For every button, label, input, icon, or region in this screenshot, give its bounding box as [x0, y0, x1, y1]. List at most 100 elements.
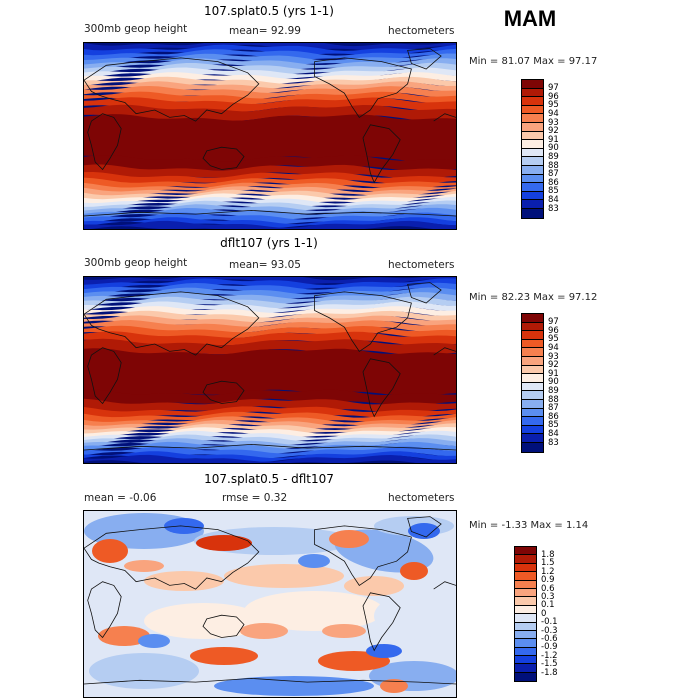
colorbar-swatch — [515, 572, 536, 581]
contour-band — [84, 411, 456, 424]
colorbar-swatch — [522, 348, 543, 357]
panel-2-variable: 300mb geop height — [84, 257, 188, 269]
colorbar-swatch — [515, 614, 536, 623]
contour-band — [84, 446, 456, 459]
colorbar-label: 86 — [548, 411, 559, 422]
colorbar-label: 83 — [548, 437, 559, 448]
colorbar-swatch — [522, 382, 543, 392]
colorbar-swatch — [522, 114, 543, 123]
colorbar-label: 84 — [548, 428, 559, 439]
colorbar-label: 92 — [548, 360, 559, 371]
colorbar-swatch — [522, 88, 543, 98]
contour-band — [84, 91, 456, 105]
contour-band — [84, 97, 456, 112]
coastline — [84, 443, 456, 451]
anomaly-blob — [322, 624, 366, 638]
panel-2-minmax: Min = 82.23 Max = 97.12 — [469, 292, 598, 303]
colorbar-swatch — [522, 442, 543, 452]
colorbar-label: 92 — [548, 126, 559, 137]
colorbar-swatch — [522, 425, 543, 435]
colorbar-swatch — [522, 140, 543, 149]
anomaly-blob — [366, 644, 402, 658]
anomaly-blob — [329, 530, 369, 548]
colorbar-label: 87 — [548, 169, 559, 180]
colorbar-label: -0.1 — [541, 617, 558, 628]
colorbar-label: 95 — [548, 100, 559, 111]
panel-1-map-plot — [84, 43, 456, 229]
colorbar-swatch — [522, 191, 543, 201]
colorbar-swatch — [522, 80, 543, 89]
contour-band — [84, 454, 456, 463]
coastline — [202, 614, 245, 638]
colorbar-label: 89 — [548, 385, 559, 396]
anomaly-blob — [138, 634, 170, 648]
colorbar-label: 94 — [548, 342, 559, 353]
colorbar-swatch — [522, 157, 543, 166]
colorbar-label: -1.5 — [541, 659, 558, 670]
anomaly-blob — [98, 626, 150, 646]
colorbar-swatch — [522, 399, 543, 409]
anomaly-blob — [196, 535, 252, 551]
colorbar-swatch — [515, 647, 536, 657]
colorbar-label: 87 — [548, 403, 559, 414]
colorbar-label: -0.3 — [541, 625, 558, 636]
colorbar-label: 0.3 — [541, 591, 555, 602]
colorbar-swatch — [515, 555, 536, 564]
colorbar-label: 88 — [548, 160, 559, 171]
panel-1-minmax: Min = 81.07 Max = 97.17 — [469, 56, 598, 67]
colorbar-label: 96 — [548, 325, 559, 336]
anomaly-blob — [344, 576, 404, 596]
coastline — [433, 113, 456, 122]
panel-3-map — [83, 510, 457, 698]
colorbar-swatch — [522, 322, 543, 332]
colorbar-label: 84 — [548, 194, 559, 205]
contour-band — [84, 296, 456, 309]
coastline — [433, 347, 456, 356]
panel-2-units: hectometers — [388, 259, 455, 271]
anomaly-blob — [240, 623, 288, 639]
colorbar-swatch — [522, 105, 543, 115]
contour-band — [84, 301, 456, 314]
panel-2-mean: mean= 93.05 — [229, 259, 301, 271]
colorbar-label: -0.6 — [541, 633, 558, 644]
anomaly-blob — [144, 603, 264, 639]
contour-band — [84, 441, 456, 454]
anomaly-blob — [190, 647, 258, 665]
contour-band — [84, 389, 456, 406]
colorbar-swatch — [522, 314, 543, 323]
contour-band — [84, 155, 456, 172]
contour-band — [84, 406, 456, 419]
contour-band — [84, 306, 456, 319]
colorbar-swatches — [521, 79, 544, 219]
panel-3-units: hectometers — [388, 492, 455, 504]
colorbar-swatch — [522, 339, 543, 349]
coastline — [84, 209, 456, 217]
colorbar-swatch — [515, 588, 536, 598]
colorbar-swatch — [522, 374, 543, 383]
colorbar-label: -0.9 — [541, 642, 558, 653]
contour-band — [84, 320, 456, 333]
panel-3-rmse: rmse = 0.32 — [222, 492, 288, 504]
panel-1-units: hectometers — [388, 25, 455, 37]
panel-1-title: 107.splat0.5 (yrs 1-1) — [204, 4, 334, 18]
colorbar-swatches — [514, 546, 537, 683]
panel-1-variable: 300mb geop height — [84, 23, 188, 35]
colorbar-swatch — [522, 174, 543, 184]
season-label: MAM — [503, 6, 557, 31]
contour-band — [84, 76, 456, 89]
contour-band — [84, 315, 456, 328]
colorbar-label: 1.8 — [541, 549, 555, 560]
coastline — [202, 380, 245, 404]
anomaly-blob — [124, 560, 164, 572]
coastline — [407, 48, 442, 70]
coastline — [314, 291, 412, 352]
contour-band — [84, 325, 456, 339]
panel-3-minmax: Min = -1.33 Max = 1.14 — [469, 520, 589, 531]
anomaly-blob — [400, 562, 428, 580]
coastline — [314, 57, 412, 118]
panel-1-colorbar: 97 96 95 94 93 92 91 90 89 88 87 86 85 84 83 — [521, 79, 559, 219]
panel-1-map — [83, 42, 457, 230]
contour-band — [84, 189, 456, 201]
anomaly-blob — [144, 571, 224, 591]
panel-3-colorbar: 1.8 1.5 1.2 0.9 0.6 0.3 0.1 0 -0.1 -0.3 -0.6 -0.9 -1… — [514, 546, 558, 683]
